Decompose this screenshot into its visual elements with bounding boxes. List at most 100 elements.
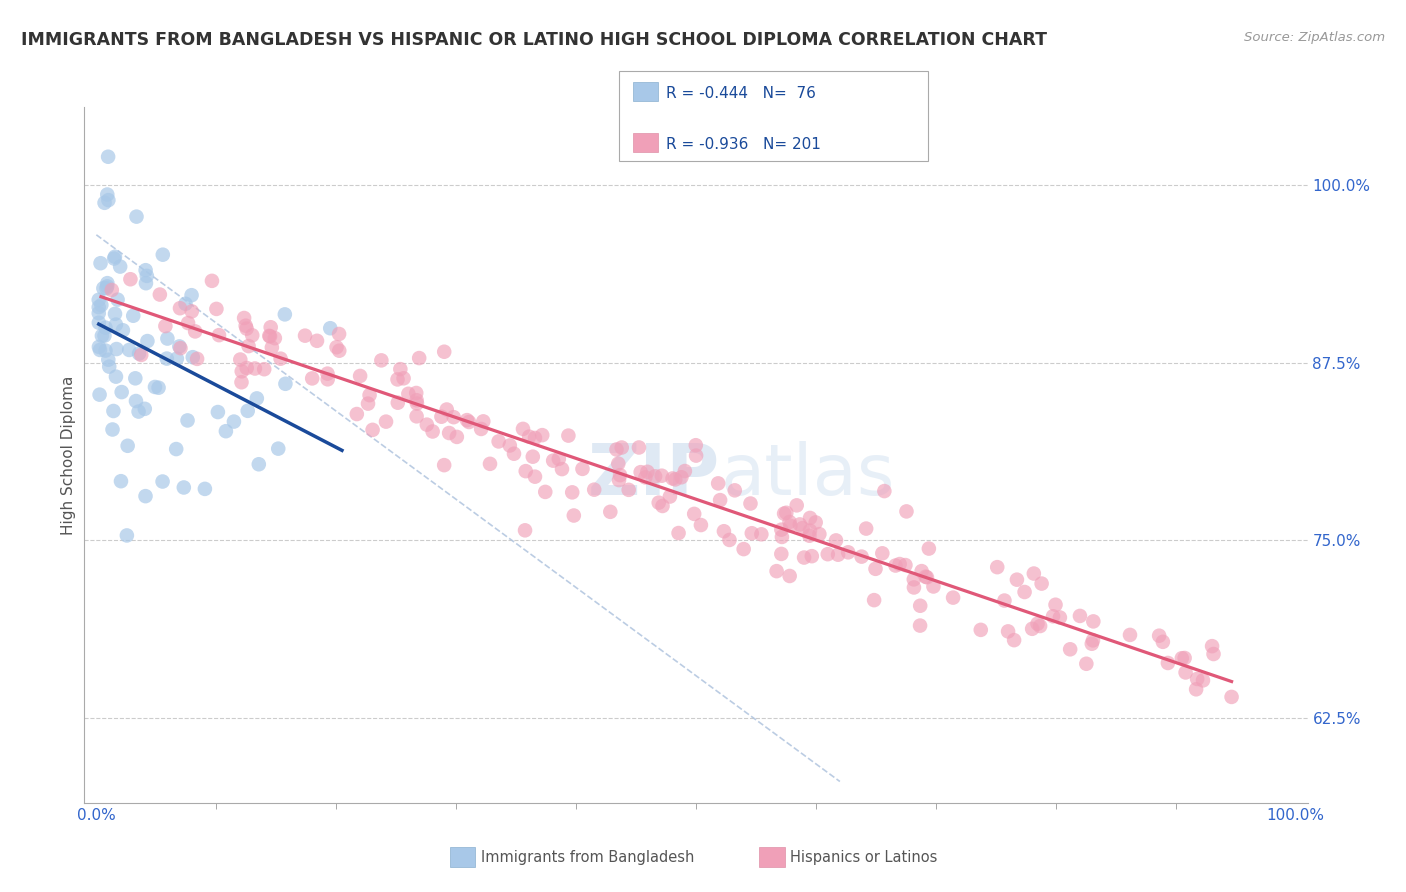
Point [181, 350, 204, 364]
Point [970, 623, 993, 637]
Point [260, 320, 283, 334]
Point [685, 438, 707, 452]
Point [222, 415, 245, 429]
Point [1021, 622, 1043, 636]
Point [472, 414, 495, 428]
Point [651, 468, 673, 483]
Point [770, 547, 793, 561]
Point [779, 518, 801, 533]
Point [436, 402, 458, 417]
Point [260, 341, 283, 355]
Point [1022, 566, 1045, 581]
Point [903, 581, 925, 595]
Point [173, 481, 195, 495]
Point [609, 468, 631, 483]
Point [865, 562, 887, 576]
Point [1026, 616, 1049, 631]
Point [1029, 619, 1052, 633]
Point [101, 422, 124, 436]
Point [617, 483, 640, 497]
Point [583, 483, 606, 497]
Point [233, 311, 256, 326]
Point [120, 272, 142, 286]
Point [152, 248, 174, 262]
Text: Source: ZipAtlas.com: Source: ZipAtlas.com [1244, 31, 1385, 45]
Text: Immigrants from Bangladesh: Immigrants from Bangladesh [481, 850, 695, 864]
Point [148, 381, 170, 395]
Point [205, 301, 228, 316]
Point [96, 281, 118, 295]
Point [718, 533, 741, 547]
Point [799, 524, 821, 538]
Point [531, 428, 554, 442]
Text: R = -0.444   N=  76: R = -0.444 N= 76 [666, 87, 817, 101]
Point [93, 195, 115, 210]
Point [396, 386, 419, 401]
Point [118, 343, 141, 357]
Point [94, 320, 117, 334]
Point [627, 441, 650, 455]
Point [443, 410, 465, 425]
Point [517, 430, 540, 444]
Point [740, 496, 762, 510]
Point [884, 558, 907, 573]
Point [707, 476, 730, 491]
Point [668, 526, 690, 541]
Point [156, 351, 179, 366]
Point [1042, 609, 1064, 624]
Point [1192, 673, 1215, 688]
Point [235, 321, 257, 335]
Point [325, 340, 347, 354]
Point [128, 404, 150, 418]
Point [89, 387, 111, 401]
Point [786, 499, 808, 513]
Point [799, 511, 821, 525]
Point [357, 396, 380, 410]
Point [169, 339, 191, 353]
Point [349, 368, 371, 383]
Point [437, 425, 460, 440]
Point [770, 530, 793, 544]
Point [135, 263, 157, 277]
Point [779, 515, 801, 529]
Point [986, 560, 1008, 574]
Point [1185, 672, 1208, 686]
Point [87, 293, 110, 307]
Point [808, 527, 831, 541]
Point [111, 323, 134, 337]
Point [690, 518, 713, 533]
Point [231, 376, 253, 390]
Point [541, 453, 564, 467]
Point [301, 371, 323, 385]
Point [405, 409, 427, 424]
Point [446, 430, 468, 444]
Point [115, 528, 138, 542]
Point [908, 599, 931, 613]
Point [125, 210, 148, 224]
Point [1202, 647, 1225, 661]
Point [456, 413, 478, 427]
Point [433, 344, 456, 359]
Point [661, 471, 683, 485]
Point [316, 372, 339, 386]
Point [651, 499, 673, 513]
Point [270, 351, 292, 366]
Point [547, 451, 569, 466]
Point [105, 342, 128, 356]
Point [863, 593, 886, 607]
Point [741, 526, 763, 541]
Point [499, 438, 522, 452]
Point [177, 316, 200, 330]
Point [1157, 656, 1180, 670]
Point [165, 442, 187, 456]
Point [108, 260, 131, 274]
Point [246, 392, 269, 406]
Point [827, 548, 849, 562]
Point [634, 470, 657, 484]
Point [770, 523, 793, 537]
Point [458, 415, 481, 429]
Point [156, 332, 179, 346]
Point [87, 316, 110, 330]
Point [1002, 633, 1025, 648]
Point [894, 558, 917, 573]
